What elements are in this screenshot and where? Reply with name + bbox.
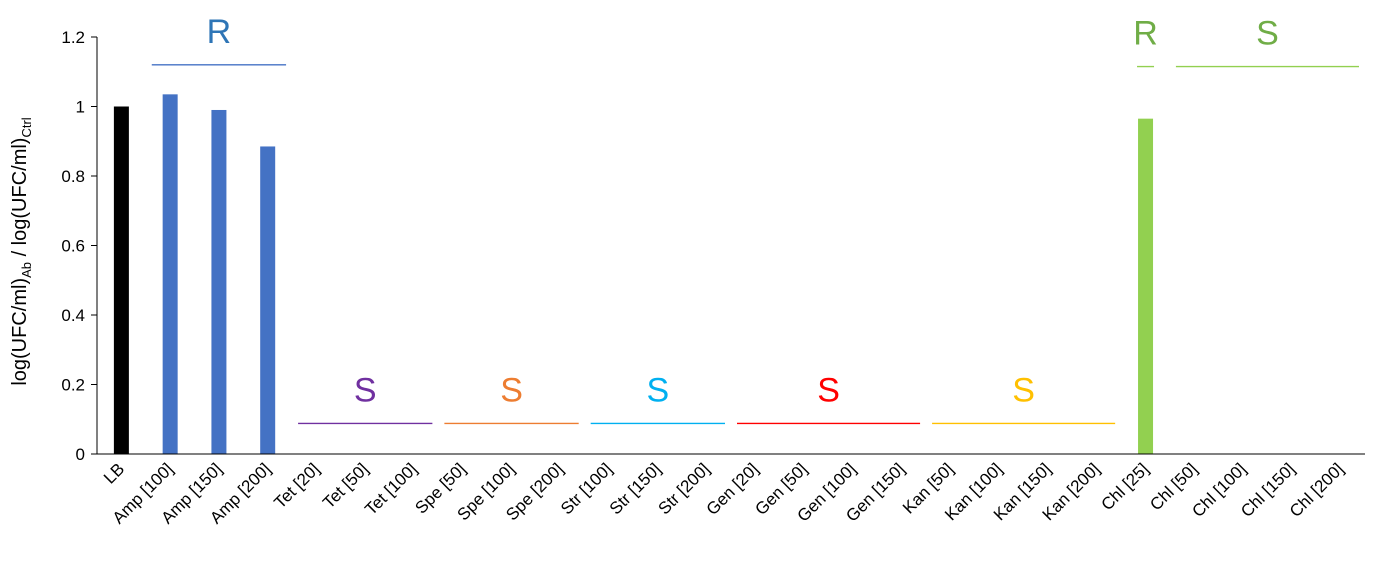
y-tick-label: 0.4 — [61, 306, 85, 325]
bar — [162, 94, 178, 455]
group-label: R — [1133, 15, 1158, 53]
y-tick-label: 1.2 — [61, 28, 85, 47]
x-category-label: Chl [200] — [1286, 459, 1348, 521]
group-label: S — [1012, 371, 1035, 409]
bar — [260, 146, 276, 454]
y-tick-label: 0.6 — [61, 237, 85, 256]
y-tick-label: 0.2 — [61, 376, 85, 395]
group-label: S — [647, 371, 670, 409]
group-label: S — [500, 371, 523, 409]
group-label: S — [817, 371, 840, 409]
group-label: S — [354, 371, 377, 409]
bar — [211, 109, 227, 454]
x-category-label: Chl [25] — [1097, 459, 1152, 514]
y-tick-label: 0 — [76, 445, 85, 464]
y-axis-label-subscript: Ab — [19, 262, 34, 278]
bar — [113, 106, 129, 454]
y-axis-ticks: 0 0.2 0.4 0.6 0.8 1 1.2 — [61, 28, 97, 464]
y-axis-label-part: / log(UFC/ml) — [9, 138, 31, 262]
x-category-label: Tet [100] — [361, 459, 421, 519]
y-tick-label: 0.8 — [61, 167, 85, 186]
x-category-label: Str [100] — [557, 459, 616, 518]
x-category-label: Tet [20] — [270, 459, 323, 512]
y-axis-label-part: log(UFC/ml) — [9, 278, 31, 386]
y-tick-label: 1 — [76, 98, 85, 117]
annotations-group: R S S S S S R S — [151, 13, 1359, 425]
y-axis-label: log(UFC/ml)Ab / log(UFC/ml)Ctrl — [9, 117, 34, 385]
bar — [1138, 118, 1154, 454]
group-label: S — [1256, 15, 1279, 53]
bars-group — [113, 94, 1154, 455]
y-axis-label-group: log(UFC/ml)Ab / log(UFC/ml)Ctrl — [9, 117, 34, 385]
x-category-label: Gen [20] — [703, 459, 763, 519]
y-axis-label-subscript: Ctrl — [19, 117, 34, 137]
x-category-label: Str [200] — [655, 459, 714, 518]
x-category-label: LB — [100, 459, 128, 487]
group-label: R — [207, 13, 232, 51]
x-category-label: Str [150] — [606, 459, 665, 518]
